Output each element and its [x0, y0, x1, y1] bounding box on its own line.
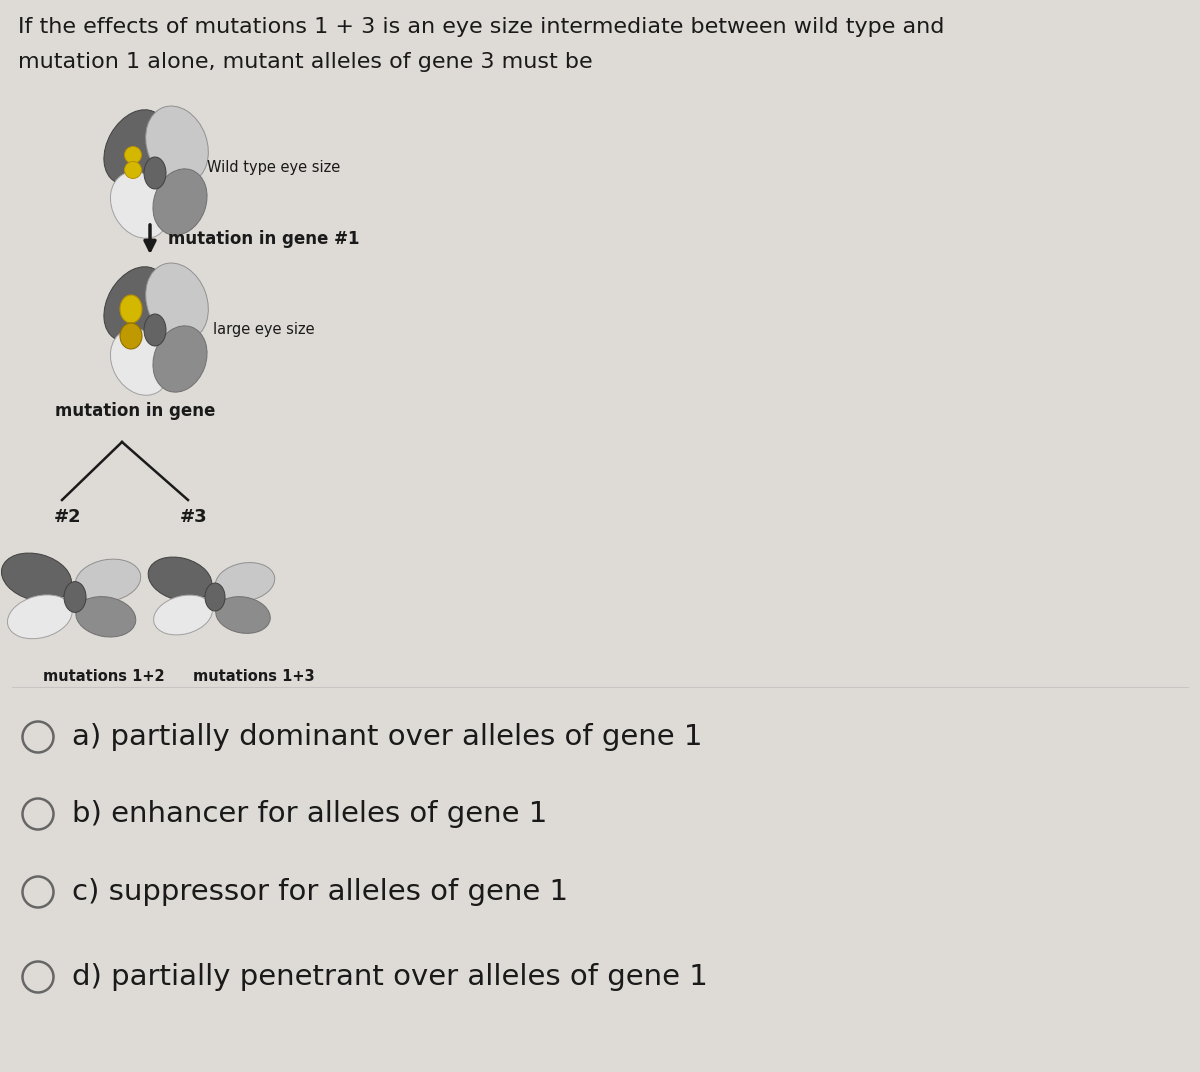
Text: c) suppressor for alleles of gene 1: c) suppressor for alleles of gene 1 — [72, 878, 568, 906]
Ellipse shape — [7, 595, 72, 639]
Ellipse shape — [148, 557, 212, 601]
Text: a) partially dominant over alleles of gene 1: a) partially dominant over alleles of ge… — [72, 723, 702, 751]
Ellipse shape — [1, 553, 72, 601]
Ellipse shape — [76, 597, 136, 637]
Circle shape — [125, 162, 142, 179]
Text: Wild type eye size: Wild type eye size — [208, 160, 341, 175]
Ellipse shape — [104, 109, 166, 184]
Ellipse shape — [110, 329, 169, 396]
Text: #3: #3 — [180, 508, 208, 526]
Text: b) enhancer for alleles of gene 1: b) enhancer for alleles of gene 1 — [72, 800, 547, 828]
Ellipse shape — [152, 326, 208, 392]
Ellipse shape — [145, 263, 209, 341]
Circle shape — [125, 147, 142, 164]
Text: d) partially penetrant over alleles of gene 1: d) partially penetrant over alleles of g… — [72, 963, 708, 991]
Ellipse shape — [144, 314, 166, 346]
Ellipse shape — [104, 267, 166, 341]
Text: mutation 1 alone, mutant alleles of gene 3 must be: mutation 1 alone, mutant alleles of gene… — [18, 53, 593, 72]
Ellipse shape — [120, 323, 142, 349]
Text: mutations 1+2: mutations 1+2 — [43, 669, 164, 684]
Ellipse shape — [216, 597, 270, 634]
Ellipse shape — [110, 172, 169, 238]
Text: If the effects of mutations 1 + 3 is an eye size intermediate between wild type : If the effects of mutations 1 + 3 is an … — [18, 17, 944, 38]
Ellipse shape — [76, 560, 140, 601]
Ellipse shape — [64, 582, 86, 612]
Text: mutation in gene #1: mutation in gene #1 — [168, 230, 360, 248]
Ellipse shape — [152, 168, 208, 235]
Ellipse shape — [205, 583, 226, 611]
Text: large eye size: large eye size — [214, 322, 314, 337]
Text: mutation in gene: mutation in gene — [55, 402, 215, 420]
Ellipse shape — [144, 157, 166, 189]
Ellipse shape — [145, 106, 209, 184]
Ellipse shape — [154, 595, 212, 635]
Text: mutations 1+3: mutations 1+3 — [193, 669, 314, 684]
Ellipse shape — [120, 295, 142, 323]
Ellipse shape — [215, 563, 275, 601]
Text: #2: #2 — [54, 508, 82, 526]
